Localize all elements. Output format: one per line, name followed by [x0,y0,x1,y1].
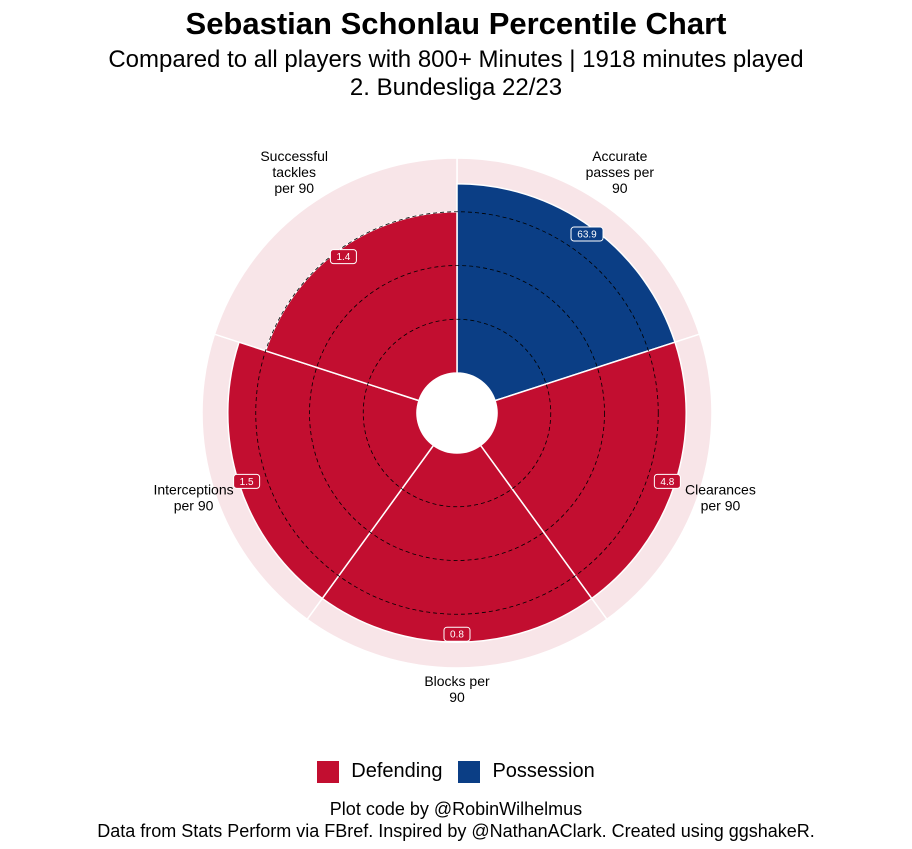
legend-swatch-possession [458,760,481,783]
caption-line-2: Data from Stats Perform via FBref. Inspi… [97,821,815,841]
category-label-line: tackles [272,164,316,180]
grid-circle [255,211,659,615]
category-label-line: per 90 [174,498,214,514]
legend: Defending Possession [0,760,912,783]
category-label-line: 90 [449,689,465,705]
caption: Plot code by @RobinWilhelmus Data from S… [0,798,912,842]
category-label-line: Successful [260,148,328,164]
value-label: 0.8 [450,630,464,641]
value-label: 1.4 [336,252,350,263]
chart-title: Sebastian Schonlau Percentile Chart [185,6,727,41]
category-label: Successful tackles per 90 [260,148,328,196]
category-label-line: 90 [612,180,628,196]
subtitle-line-2: 2. Bundesliga 22/23 [349,74,563,101]
value-label-box [570,226,604,242]
caption-line-1: Plot code by @RobinWilhelmus [329,799,583,819]
legend-swatch-defending [317,760,340,783]
category-label-line: per 90 [274,180,314,196]
value-label: 63.9 [577,230,597,241]
value-label-box [653,473,681,489]
category-label-line: per 90 [701,498,741,514]
value-label-box [329,249,357,265]
center-hole [417,373,497,453]
legend-item-defending: Defending [317,760,442,783]
value-label-box [443,626,471,642]
category-label-line: passes per [586,164,655,180]
value-label: 1.5 [240,477,254,488]
category-label: Blocks per 90 [424,673,490,705]
category-label: Interceptions per 90 [153,482,233,514]
value-label: 4.8 [660,477,674,488]
category-label-line: Accurate [592,148,647,164]
grid-circle [309,265,605,561]
legend-label-possession: Possession [492,760,595,782]
category-label: Accurate passes per 90 [586,148,655,196]
legend-label-defending: Defending [351,760,443,782]
grid-circle [362,318,552,508]
legend-item-possession: Possession [458,760,595,783]
category-label: Clearances per 90 [685,482,756,514]
category-label-line: Blocks per [424,673,490,689]
value-label-box [233,473,261,489]
category-label-line: Clearances [685,482,756,498]
category-label-line: Interceptions [153,482,233,498]
chart-subtitle: Compared to all players with 800+ Minute… [0,46,912,102]
subtitle-line-1: Compared to all players with 800+ Minute… [108,46,804,73]
